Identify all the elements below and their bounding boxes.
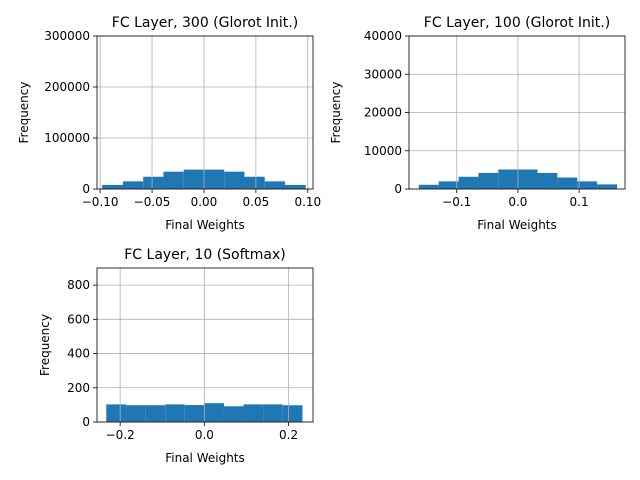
histogram-bar (203, 169, 225, 189)
x-tick-label: 0.1 (570, 195, 589, 209)
histogram-bar (577, 181, 598, 189)
histogram-bar (224, 171, 245, 189)
x-axis-label: Final Weights (165, 218, 245, 232)
x-tick-label: −0.2 (106, 428, 135, 442)
y-tick-label: 300000 (44, 29, 90, 43)
y-tick-label: 800 (67, 278, 90, 292)
histogram-bar (557, 177, 578, 189)
x-tick-label: −0.10 (82, 195, 119, 209)
histogram-bar (163, 171, 184, 189)
histogram-bar (106, 404, 127, 422)
y-tick-label: 400 (67, 347, 90, 361)
y-tick-label: 0 (82, 182, 90, 196)
histogram-bar (282, 405, 303, 422)
y-tick-label: 0 (394, 182, 402, 196)
histogram-bar (264, 181, 285, 189)
y-tick-label: 600 (67, 312, 90, 326)
histogram-bar (284, 184, 306, 189)
x-axis-label: Final Weights (477, 218, 557, 232)
histogram-bar (597, 184, 618, 189)
histogram-bar (458, 176, 479, 189)
chart-panel-2: −0.1 0.0 0.1 0 10000 20000 30000 40000 FC Layer,… (329, 15, 626, 232)
chart-title: FC Layer, 100 (Glorot Init.) (424, 15, 610, 31)
histogram-bar (244, 176, 265, 189)
y-axis-label: Frequency (38, 314, 52, 376)
histogram-bar (102, 184, 123, 189)
axes-frame (96, 267, 314, 423)
histogram-bar (184, 405, 205, 422)
histogram-bar (418, 184, 439, 189)
axes-frame (96, 35, 314, 190)
x-tick-label: 0.0 (508, 195, 527, 209)
x-tick-label: 0.10 (294, 195, 321, 209)
histogram-bar (438, 181, 459, 189)
y-tick-label: 40000 (364, 29, 402, 43)
x-tick-label: 0.2 (279, 428, 298, 442)
x-tick-label: 0.00 (191, 195, 218, 209)
y-tick-label: 200 (67, 381, 90, 395)
y-tick-label: 10000 (364, 144, 402, 158)
y-axis-label: Frequency (17, 82, 31, 144)
x-axis-label: Final Weights (165, 451, 245, 465)
x-tick-label: 0.0 (195, 428, 214, 442)
chart-title: FC Layer, 10 (Softmax) (124, 247, 286, 263)
histogram-bar (204, 403, 224, 422)
x-tick-label: −0.05 (134, 195, 171, 209)
histogram-bar (243, 404, 264, 422)
histogram-bar (143, 176, 164, 189)
x-tick-label: 0.05 (243, 195, 270, 209)
histogram-bar (517, 169, 538, 189)
histogram-bar (478, 172, 499, 189)
chart-panel-1: −0.10 −0.05 0.00 0.05 0.10 0 100000 200000 30000… (17, 15, 321, 232)
histogram-bar (263, 404, 283, 422)
histogram-bar (537, 172, 558, 189)
chart-title: FC Layer, 300 (Glorot Init.) (112, 15, 298, 31)
histogram-bar (122, 181, 144, 189)
y-tick-label: 20000 (364, 106, 402, 120)
chart-panel-3: −0.2 0.0 0.2 0 200 400 600 800 FC Layer, 10 (Sof… (38, 247, 314, 465)
y-tick-label: 0 (82, 415, 90, 429)
histogram-bar (145, 405, 166, 422)
histogram-bar (126, 405, 146, 422)
y-tick-label: 30000 (364, 67, 402, 81)
histogram-bar (183, 169, 204, 189)
y-tick-label: 200000 (44, 80, 90, 94)
y-axis-label: Frequency (329, 82, 343, 144)
y-tick-label: 100000 (44, 131, 90, 145)
histogram-bar (223, 406, 244, 422)
x-tick-label: −0.1 (442, 195, 471, 209)
histogram-bar (165, 404, 185, 422)
histogram-bar (498, 169, 518, 189)
